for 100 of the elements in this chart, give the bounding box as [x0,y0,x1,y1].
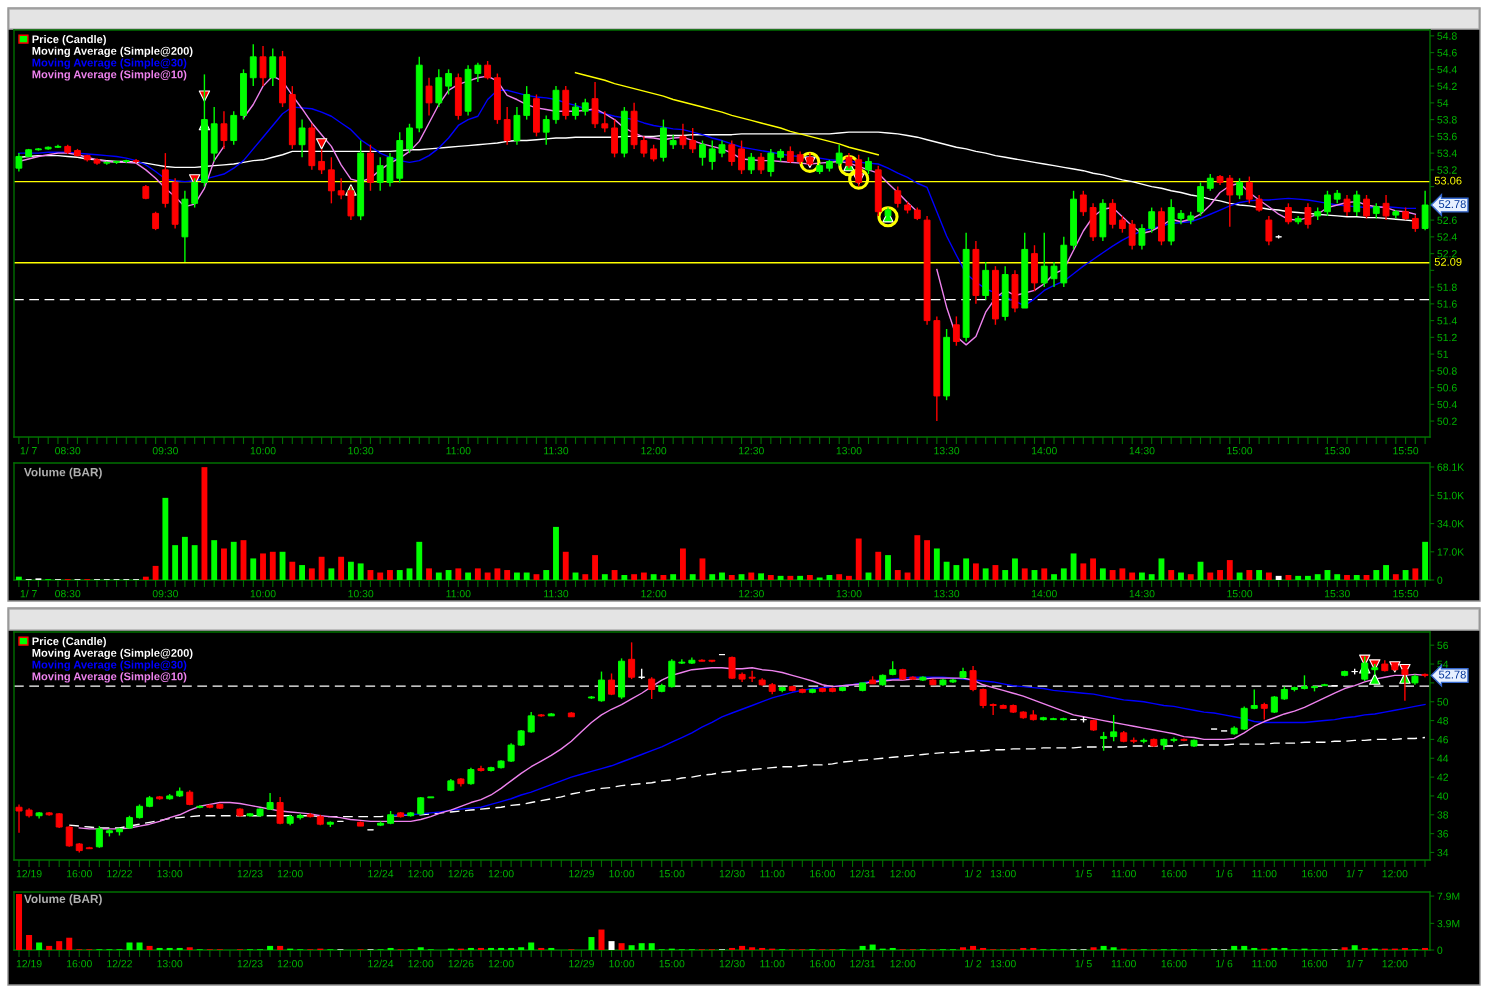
text: Moving Average (Simple@10) [32,70,187,81]
x-tick-label: 12/22 [107,959,132,968]
x-tick-label: 14:30 [1129,447,1155,455]
x-tick-label: 1/ 5 [1075,869,1092,878]
x-tick-label: 12/29 [569,869,594,878]
x-tick-label: 12:00 [408,960,434,968]
x-tick-label: 1/ 6 [1216,869,1233,878]
x-tick-label: 14:00 [1032,590,1057,598]
x-tick-label: 1/ 7 [20,589,37,598]
chart-title: Volume (BAR) [23,467,102,479]
x-tick-label: 12/19 [16,959,42,968]
y-tick-label: 68.1K [1437,463,1465,471]
y-tick-label: 50 [1437,698,1449,706]
y-tick-label: 54.6 [1437,49,1457,57]
x-tick-label: 10:30 [348,590,374,598]
x-tick-label: 15:00 [1227,447,1253,455]
x-tick-label: 13:00 [836,447,862,455]
x-tick-label: 13:30 [934,590,960,598]
x-tick-label: 12:30 [739,590,764,598]
y-tick-label: 52.4 [1437,233,1457,241]
x-tick-label: 12/29 [569,959,594,968]
y-tick-label: 53.2 [1437,166,1457,174]
chart-title: Volume (BAR) [23,894,102,906]
y-tick-label: 38 [1437,811,1449,819]
x-tick-label: 14:00 [1032,447,1057,455]
y-tick-label: 54.8 [1437,32,1457,40]
text: 52.78 [1438,200,1466,209]
x-tick-label: 09:30 [152,447,178,455]
x-tick-label: 12/31 [850,869,876,878]
x-tick-label: 10:30 [348,447,374,455]
y-tick-label: 53.8 [1437,116,1457,124]
y-tick-label: 54 [1437,99,1449,107]
x-tick-label: 11:00 [1252,870,1277,878]
x-tick-label: 11:00 [1252,960,1277,968]
x-tick-label: 1/ 7 [1346,959,1363,968]
x-tick-label: 12:00 [890,960,916,968]
y-tick-label: 51.8 [1437,283,1457,291]
y-tick-label: 50.4 [1437,400,1457,409]
x-tick-label: 1/ 5 [1075,959,1092,968]
x-tick-label: 15:50 [1393,447,1419,455]
x-tick-label: 11:30 [544,590,569,598]
y-tick-label: 54.2 [1437,82,1457,90]
x-tick-label: 12/26 [448,959,474,968]
y-tick-label: 56 [1437,641,1449,650]
x-tick-label: 12:00 [488,870,514,878]
x-tick-label: 13:00 [990,960,1016,968]
x-tick-label: 12:00 [1382,870,1408,878]
x-tick-label: 15:00 [1227,590,1253,598]
y-tick-label: 44 [1437,754,1449,763]
x-tick-label: 12:00 [890,870,916,878]
text: Moving Average (Simple@30) [32,660,187,671]
y-tick-label: 50.6 [1437,384,1457,392]
x-tick-label: 12/22 [107,869,132,878]
y-tick-label: 42 [1437,773,1449,781]
y-tick-label: 51.2 [1437,333,1457,342]
y-tick-label: 48 [1437,717,1449,725]
x-tick-label: 12:00 [277,960,303,968]
x-tick-label: 16:00 [1161,960,1187,968]
x-tick-label: 12:00 [641,590,667,598]
legend-label: Price (Candle) [32,637,106,648]
y-tick-label: 53.6 [1437,132,1457,141]
x-tick-label: 12:00 [488,960,514,968]
y-tick-label: 46 [1437,735,1449,744]
x-tick-label: 15:00 [659,960,685,968]
x-tick-label: 12:00 [408,870,434,878]
x-tick-label: 11:00 [1111,870,1136,878]
y-tick-label: 51.4 [1437,317,1457,325]
x-tick-label: 15:30 [1324,590,1350,598]
y-tick-label: 50.8 [1437,367,1457,375]
y-tick-label: 7.9M [1437,892,1460,900]
y-tick-label: 0 [1437,576,1443,584]
x-tick-label: 1/ 2 [965,869,982,878]
y-tick-label: 34.0K [1437,520,1465,528]
ref-line-label: 52.09 [1434,257,1462,266]
x-tick-label: 14:30 [1129,590,1155,598]
x-tick-label: 16:00 [1161,870,1187,878]
x-tick-label: 11:30 [544,447,569,455]
x-tick-label: 11:00 [760,960,785,968]
x-tick-label: 13:30 [934,447,960,455]
text: Moving Average (Simple@30) [32,58,187,69]
y-tick-label: 51 [1437,350,1449,358]
y-tick-label: 51.6 [1437,300,1457,308]
text: Moving Average (Simple@10) [32,672,187,683]
y-tick-label: 54.4 [1437,65,1457,74]
x-tick-label: 16:00 [810,960,836,968]
y-tick-label: 50.2 [1437,417,1457,425]
y-tick-label: 51.0K [1437,491,1465,500]
x-tick-label: 1/ 7 [20,446,37,455]
text: Moving Average (Simple@200) [32,648,193,660]
x-tick-label: 16:00 [1302,870,1328,878]
x-tick-label: 16:00 [67,870,92,878]
y-tick-label: 53.4 [1437,149,1457,157]
x-tick-label: 13:00 [836,590,862,598]
x-tick-label: 12/19 [16,869,42,878]
x-tick-label: 13:00 [157,870,183,878]
x-tick-label: 11:00 [760,870,785,878]
y-tick-label: 3.9M [1437,919,1460,928]
x-tick-label: 12:00 [641,447,667,455]
x-tick-label: 10:00 [250,590,276,598]
x-tick-label: 13:00 [990,870,1016,878]
